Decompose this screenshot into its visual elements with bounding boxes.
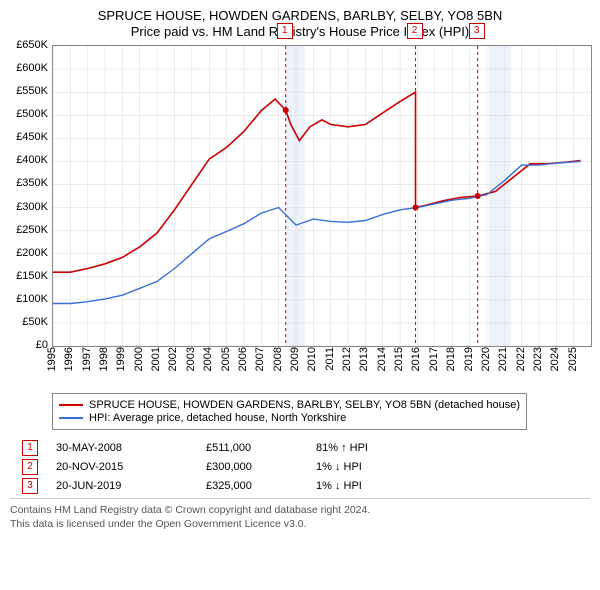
sale-row: 2 20-NOV-2015£300,0001% ↓ HPI	[22, 459, 590, 475]
x-tick-label: 2017	[428, 347, 440, 371]
sale-marker-ref: 3	[22, 478, 38, 494]
x-tick-label: 1995	[46, 347, 58, 371]
sale-row: 3 20-JUN-2019£325,0001% ↓ HPI	[22, 478, 590, 494]
y-tick-label: £300K	[16, 201, 48, 213]
sale-marker-2: 2	[407, 23, 423, 39]
x-tick-label: 2000	[133, 347, 145, 371]
x-tick-label: 2013	[358, 347, 370, 371]
sale-marker-1: 1	[277, 23, 293, 39]
y-tick-label: £650K	[16, 39, 48, 51]
x-tick-label: 2004	[202, 347, 214, 371]
x-tick-label: 2019	[463, 347, 475, 371]
x-tick-label: 2003	[185, 347, 197, 371]
x-tick-label: 2014	[376, 347, 388, 371]
x-tick-label: 2012	[341, 347, 353, 371]
sale-date: 20-JUN-2019	[56, 480, 206, 492]
sale-date: 30-MAY-2008	[56, 442, 206, 454]
sale-marker-ref: 1	[22, 440, 38, 456]
plot-svg	[53, 46, 591, 346]
sale-marker-ref: 2	[22, 459, 38, 475]
x-tick-label: 2009	[289, 347, 301, 371]
y-tick-label: £200K	[16, 247, 48, 259]
sale-row: 1 30-MAY-2008£511,00081% ↑ HPI	[22, 440, 590, 456]
y-tick-label: £600K	[16, 62, 48, 74]
legend-swatch	[59, 417, 83, 419]
x-tick-label: 2005	[220, 347, 232, 371]
x-tick-label: 2021	[497, 347, 509, 371]
x-tick-label: 1997	[81, 347, 93, 371]
chart-title: SPRUCE HOUSE, HOWDEN GARDENS, BARLBY, SE…	[10, 8, 590, 23]
y-tick-label: £550K	[16, 85, 48, 97]
x-axis-labels: 1995199619971998199920002001200220032004…	[52, 345, 590, 385]
x-tick-label: 2018	[445, 347, 457, 371]
x-tick-label: 2001	[150, 347, 162, 371]
legend-item: HPI: Average price, detached house, Nort…	[59, 412, 520, 424]
legend-swatch	[59, 404, 83, 406]
x-tick-label: 2020	[480, 347, 492, 371]
sale-pct: 1% ↓ HPI	[316, 461, 426, 473]
chart-container: SPRUCE HOUSE, HOWDEN GARDENS, BARLBY, SE…	[0, 0, 600, 535]
x-tick-label: 2007	[254, 347, 266, 371]
plot-area: £0£50K£100K£150K£200K£250K£300K£350K£400…	[10, 45, 590, 385]
legend: SPRUCE HOUSE, HOWDEN GARDENS, BARLBY, SE…	[52, 393, 527, 430]
footer-line-2: This data is licensed under the Open Gov…	[10, 517, 590, 531]
sales-list: 1 30-MAY-2008£511,00081% ↑ HPI 2 20-NOV-201…	[22, 440, 590, 494]
y-tick-label: £100K	[16, 293, 48, 305]
sale-marker-3: 3	[469, 23, 485, 39]
y-tick-label: £450K	[16, 131, 48, 143]
x-tick-label: 2006	[237, 347, 249, 371]
x-tick-label: 2016	[410, 347, 422, 371]
x-tick-label: 1996	[63, 347, 75, 371]
legend-label: SPRUCE HOUSE, HOWDEN GARDENS, BARLBY, SE…	[89, 399, 520, 411]
sale-pct: 1% ↓ HPI	[316, 480, 426, 492]
x-tick-label: 1999	[115, 347, 127, 371]
plot-region	[52, 45, 592, 347]
x-tick-label: 1998	[98, 347, 110, 371]
x-tick-label: 2025	[567, 347, 579, 371]
y-tick-label: £350K	[16, 177, 48, 189]
chart-subtitle: Price paid vs. HM Land Registry's House …	[10, 24, 590, 39]
sale-price: £325,000	[206, 480, 316, 492]
x-tick-label: 2011	[324, 347, 336, 371]
sale-date: 20-NOV-2015	[56, 461, 206, 473]
footer-line-1: Contains HM Land Registry data © Crown c…	[10, 503, 590, 517]
y-axis-labels: £0£50K£100K£150K£200K£250K£300K£350K£400…	[10, 45, 52, 385]
x-tick-label: 2002	[167, 347, 179, 371]
x-tick-label: 2024	[549, 347, 561, 371]
legend-item: SPRUCE HOUSE, HOWDEN GARDENS, BARLBY, SE…	[59, 399, 520, 411]
sale-pct: 81% ↑ HPI	[316, 442, 426, 454]
y-tick-label: £400K	[16, 154, 48, 166]
sale-price: £511,000	[206, 442, 316, 454]
y-tick-label: £150K	[16, 270, 48, 282]
x-tick-label: 2023	[532, 347, 544, 371]
y-tick-label: £500K	[16, 108, 48, 120]
footer: Contains HM Land Registry data © Crown c…	[10, 498, 590, 531]
x-tick-label: 2022	[515, 347, 527, 371]
legend-label: HPI: Average price, detached house, Nort…	[89, 412, 346, 424]
x-tick-label: 2008	[272, 347, 284, 371]
y-tick-label: £50K	[22, 316, 48, 328]
y-tick-label: £250K	[16, 224, 48, 236]
x-tick-label: 2010	[306, 347, 318, 371]
x-tick-label: 2015	[393, 347, 405, 371]
sale-price: £300,000	[206, 461, 316, 473]
